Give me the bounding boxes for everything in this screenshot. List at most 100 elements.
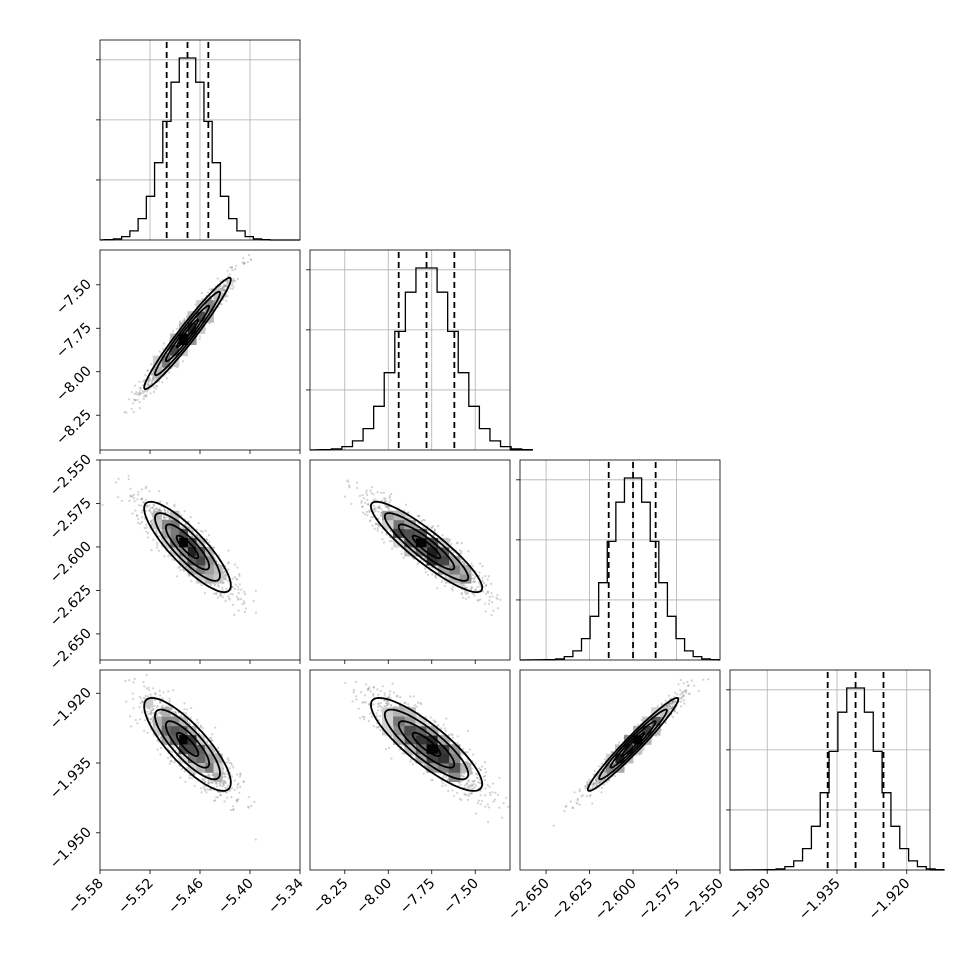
sample-point-0-2-1290 [227, 568, 230, 571]
sample-point-0-2-319 [150, 511, 153, 514]
hist-panel-p0 [96, 39, 301, 241]
sample-point-0-1-666 [236, 277, 239, 281]
sample-point-0-3-286 [223, 800, 226, 803]
sample-point-0-2-310 [173, 503, 176, 506]
sample-point-0-2-1341 [162, 515, 166, 519]
sample-point-1-2-877 [462, 584, 465, 587]
sample-point-0-2-1252 [241, 603, 244, 606]
sample-point-0-3-34 [182, 711, 185, 714]
ytick-label-p2-1: −2.625 [47, 582, 95, 630]
sample-point-0-2-0 [224, 576, 227, 579]
sample-point-1-2-1309 [367, 503, 370, 506]
sample-point-0-2-1046 [178, 525, 181, 528]
sample-point-0-2-135 [224, 573, 227, 576]
sample-point-1-2-317 [463, 584, 467, 587]
sample-point-0-2-649 [221, 589, 224, 592]
sample-point-0-3-170 [169, 760, 173, 763]
density-cell-1-2-5_8 [393, 537, 405, 548]
sample-point-0-1-319 [133, 392, 136, 395]
sample-point-1-2-532 [376, 491, 379, 494]
density-cells-0-1 [152, 288, 223, 379]
sample-point-1-2-123 [361, 494, 364, 497]
sample-point-0-1-1096 [229, 287, 232, 290]
sample-point-0-2-1397 [236, 566, 239, 569]
sample-point-1-2-459 [424, 571, 427, 574]
sample-point-0-3-458 [146, 713, 149, 716]
sample-point-0-1-987 [229, 266, 232, 269]
sample-point-0-1-160 [161, 381, 164, 384]
sample-point-0-3-165 [144, 694, 147, 698]
sample-point-0-1-1190 [143, 395, 146, 398]
sample-point-1-2-1005 [365, 491, 368, 495]
sample-point-0-2-273 [148, 509, 151, 512]
sample-point-0-1-923 [242, 262, 246, 266]
sample-point-0-1-906 [143, 389, 146, 393]
ytick-label-p1-0: −8.25 [53, 407, 95, 449]
sample-point-1-2-547 [373, 507, 376, 510]
sample-point-1-2-996 [474, 588, 477, 591]
sample-point-1-2-1392 [384, 498, 387, 501]
sample-point-0-3-576 [159, 701, 162, 704]
sample-point-0-2-1181 [233, 563, 237, 566]
sample-point-0-3-538 [192, 772, 195, 776]
sample-point-1-2-1210 [362, 497, 366, 500]
sample-point-0-2-61 [153, 508, 156, 511]
sample-point-0-2-796 [197, 522, 200, 525]
sample-point-1-2-871 [400, 552, 403, 555]
hist-frame-p0 [99, 39, 301, 241]
sample-point-0-2-794 [145, 523, 148, 526]
sample-point-0-1-506 [224, 284, 227, 287]
sample-point-0-2-1025 [228, 598, 231, 601]
sample-point-1-2-219 [348, 486, 351, 489]
sample-point-1-2-147 [470, 562, 473, 565]
sample-point-0-2-1012 [237, 591, 240, 595]
sample-point-0-3-39 [223, 775, 226, 778]
sample-point-0-2-60 [146, 532, 150, 535]
sample-point-0-1-808 [226, 281, 229, 284]
sample-point-0-2-1295 [148, 509, 151, 512]
sample-point-0-2-1204 [144, 498, 148, 501]
sample-point-0-3-411 [206, 788, 209, 791]
density-cell-0-1-7_6 [178, 344, 188, 357]
sample-point-0-2-461 [162, 516, 166, 519]
sample-point-0-2-123 [204, 529, 207, 532]
sample-point-1-2-1078 [457, 583, 461, 586]
sample-point-0-1-1012 [232, 277, 235, 281]
sample-point-1-2-775 [488, 602, 491, 605]
sample-point-0-1-425 [149, 378, 152, 381]
sample-point-0-2-373 [215, 560, 218, 563]
sample-point-0-3-374 [147, 686, 150, 689]
sample-point-0-2-1393 [190, 579, 193, 583]
sample-point-0-2-717 [205, 538, 209, 541]
sample-point-1-2-423 [484, 610, 487, 613]
sample-point-0-1-619 [220, 303, 223, 306]
sample-point-0-1-989 [225, 299, 228, 302]
sample-point-1-2-1057 [443, 584, 446, 588]
sample-point-0-1-1219 [181, 320, 185, 323]
sample-point-0-1-1146 [227, 281, 230, 285]
sample-point-0-2-1224 [182, 569, 185, 572]
sample-point-1-2-622 [372, 493, 375, 496]
sample-point-0-3-561 [153, 704, 156, 708]
panel-frame-1-2 [309, 459, 511, 661]
sample-point-0-2-882 [226, 580, 230, 583]
sample-point-0-1-707 [150, 381, 153, 384]
density-cell-0-2-9_5 [196, 565, 206, 575]
sample-point-0-1-1072 [225, 283, 228, 286]
sample-point-0-1-44 [139, 386, 142, 390]
sample-point-0-2-875 [167, 555, 170, 558]
sample-point-0-2-984 [233, 587, 236, 590]
sample-point-1-2-852 [362, 511, 365, 514]
sample-point-0-3-354 [159, 712, 162, 715]
sample-point-0-2-695 [183, 510, 186, 513]
sample-point-0-1-536 [123, 411, 126, 414]
sample-point-1-2-882 [499, 598, 502, 601]
sample-point-0-1-1009 [225, 294, 228, 297]
sample-point-0-2-1114 [145, 506, 148, 509]
sample-point-1-2-649 [416, 563, 419, 566]
sample-point-0-1-1104 [152, 377, 155, 381]
scatter-panel-p1-p2 [309, 459, 511, 664]
density-cell-0-1-7_7 [178, 333, 188, 346]
sample-point-1-2-1214 [446, 577, 449, 580]
sample-point-0-3-243 [202, 786, 205, 789]
